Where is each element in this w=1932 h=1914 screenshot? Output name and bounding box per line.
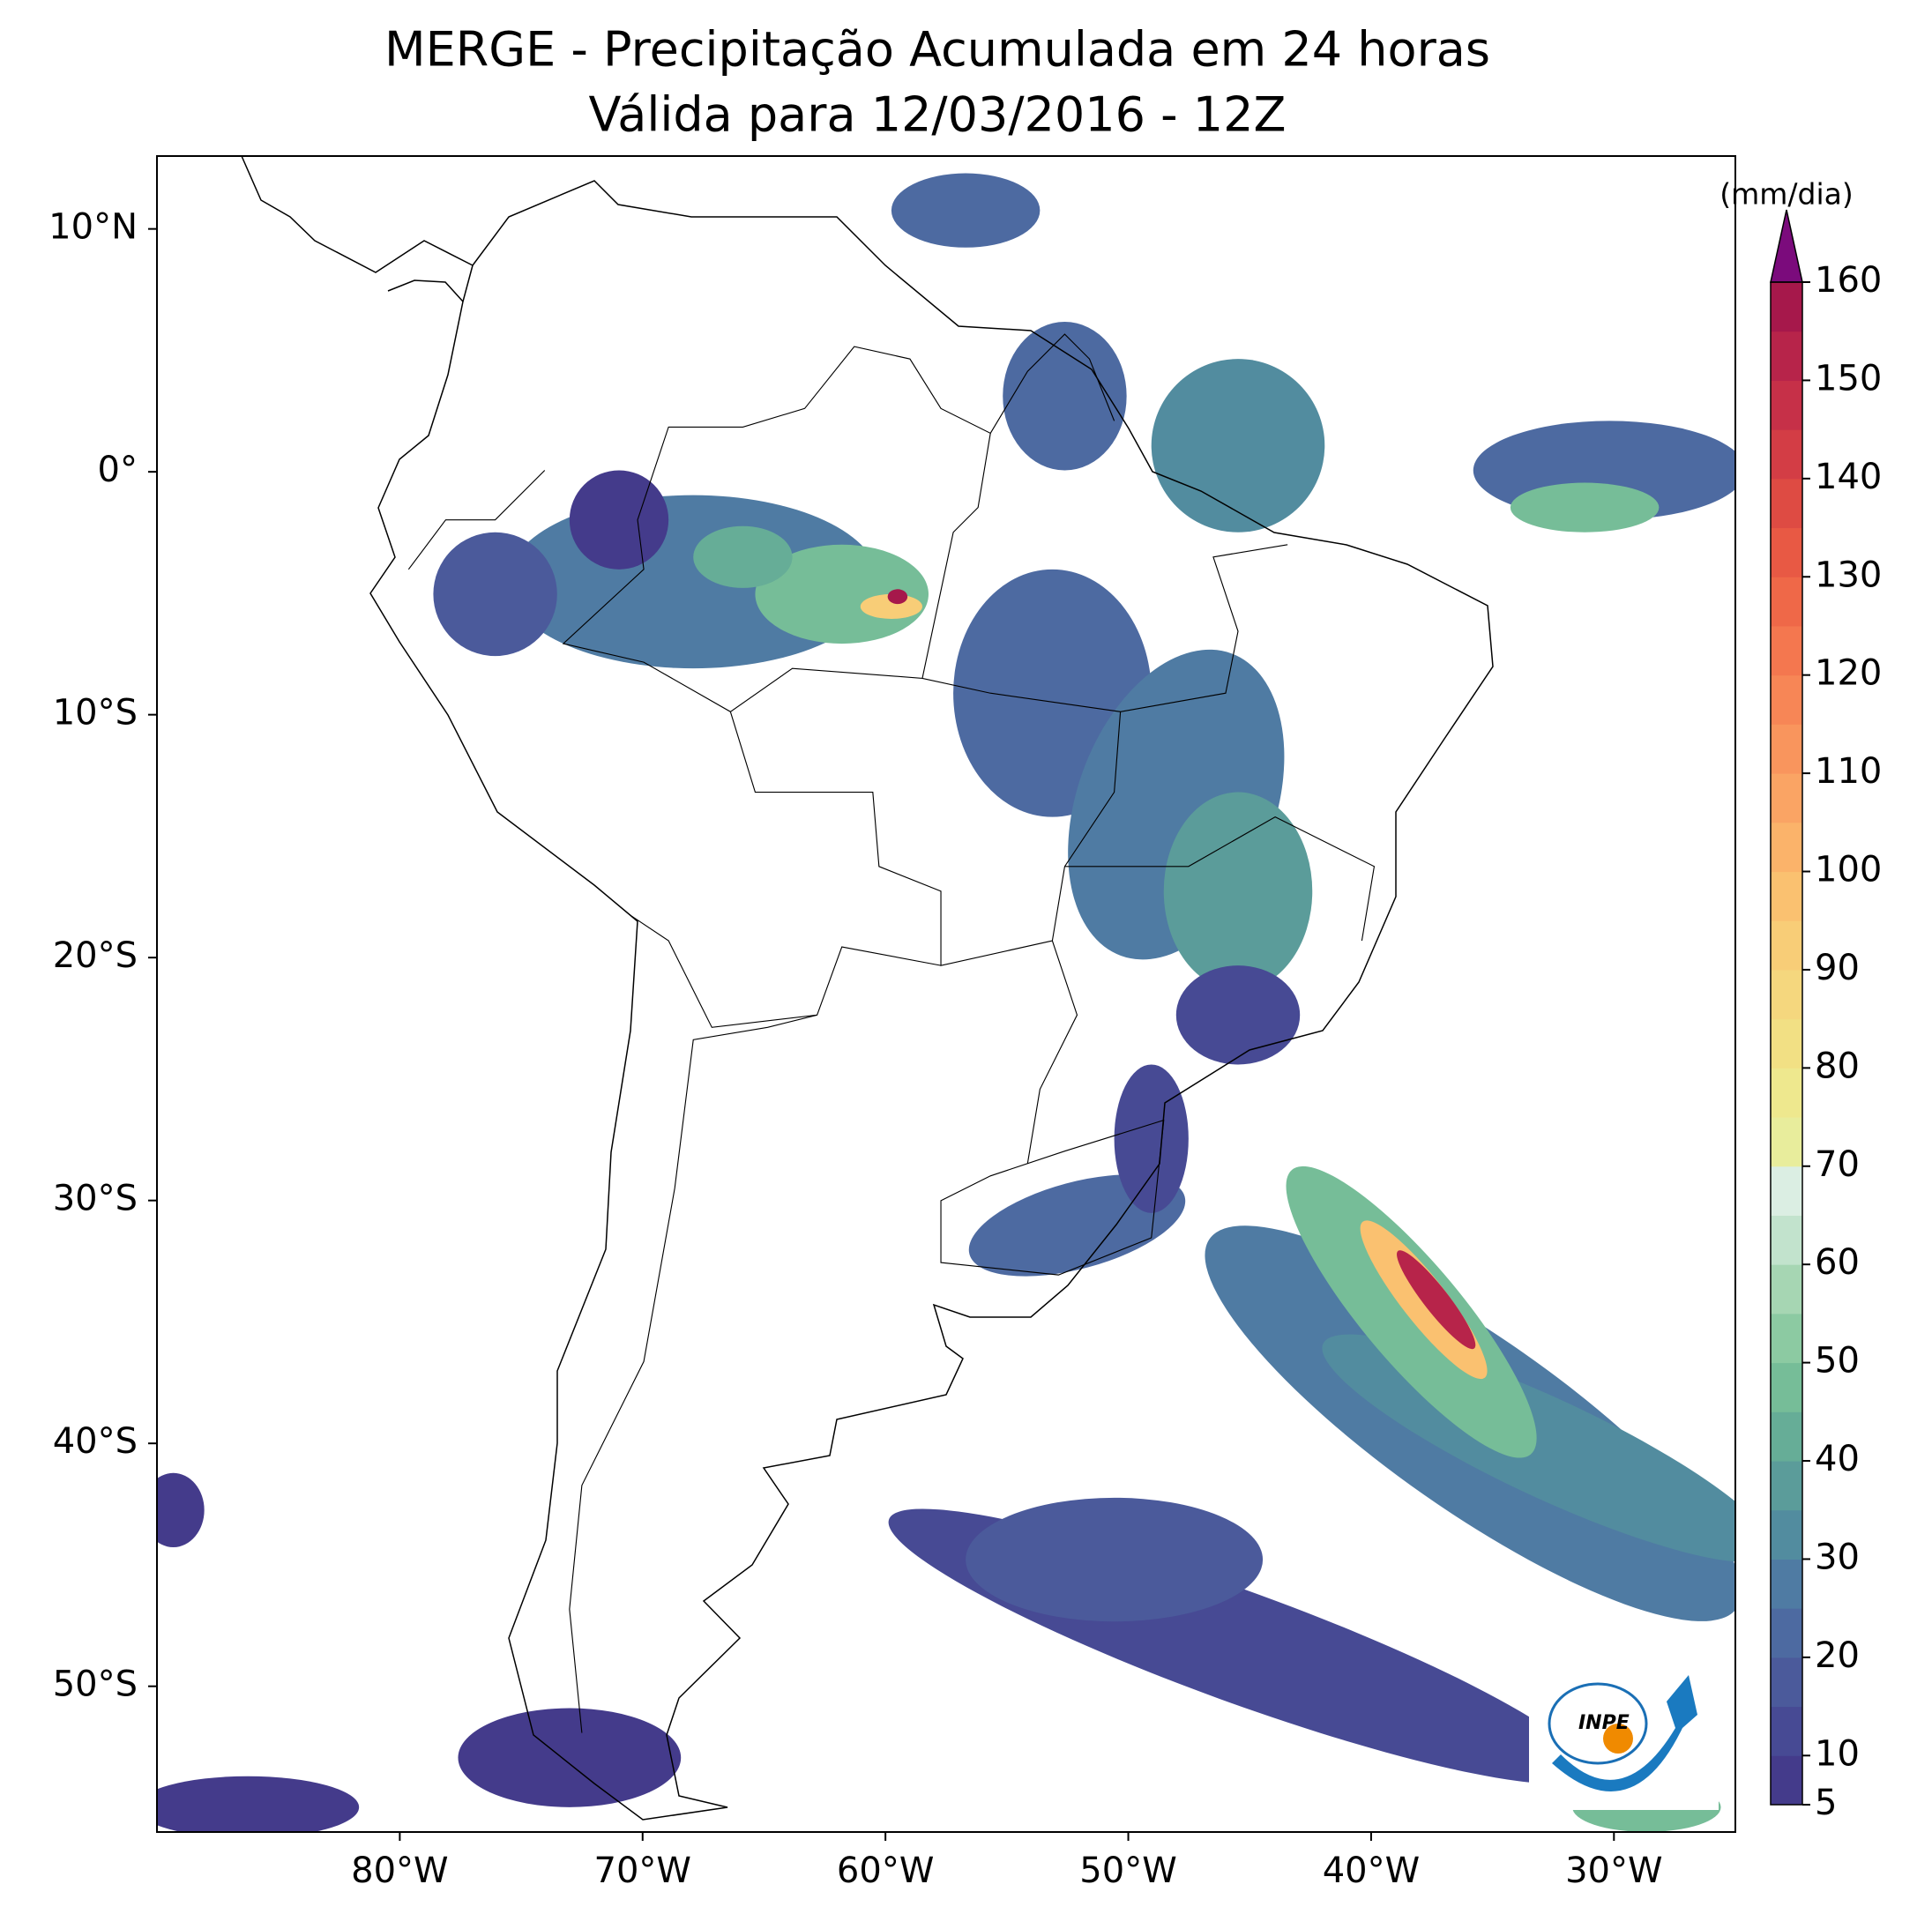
logo-text: INPE	[1578, 1712, 1630, 1734]
colorbar-band	[1771, 724, 1802, 774]
map-area	[157, 156, 1735, 1832]
colorbar: 5 10 20 30 40 50 60 70 80 90 100 110 120 130 140 150 160	[1770, 209, 1882, 1823]
colorbar-band	[1771, 920, 1802, 971]
colorbar-band	[1771, 1018, 1802, 1069]
colorbar-band	[1771, 1215, 1802, 1265]
y-tick-label: 10°N	[48, 207, 138, 248]
colorbar-tick-label: 30	[1815, 1537, 1860, 1577]
colorbar-band	[1771, 871, 1802, 921]
borders	[407, 333, 1376, 1733]
colorbar-band	[1771, 1608, 1802, 1658]
y-tick-label: 20°S	[53, 935, 138, 976]
colorbar-band	[1771, 1559, 1802, 1609]
colorbar-band	[1771, 1362, 1802, 1412]
colorbar-tick-label: 150	[1815, 358, 1882, 398]
colorbar-tick-label: 160	[1815, 260, 1882, 301]
title: MERGE - Precipitação Acumulada em 24 hor…	[384, 22, 1490, 78]
x-tick-label: 60°W	[837, 1851, 934, 1891]
x-tick-label: 70°W	[594, 1851, 691, 1891]
colorbar-band	[1771, 674, 1802, 725]
colorbar-band	[1771, 773, 1802, 823]
colorbar-band	[1771, 1509, 1802, 1560]
colorbar-tick-label: 5	[1815, 1783, 1837, 1823]
colorbar-tick-label: 40	[1815, 1439, 1860, 1479]
colorbar-band	[1771, 282, 1802, 332]
colorbar-band	[1771, 1461, 1802, 1511]
colorbar-extend	[1770, 209, 1803, 283]
y-tick-label: 40°S	[53, 1421, 138, 1462]
colorbar-band	[1771, 625, 1802, 676]
colorbar-band	[1771, 577, 1802, 627]
colorbar-label: (mm/dia)	[1719, 177, 1854, 212]
colorbar-band	[1771, 822, 1802, 873]
colorbar-tick-label: 20	[1815, 1635, 1860, 1676]
colorbar-band	[1771, 331, 1802, 381]
map-frame	[156, 155, 1736, 1833]
y-tick-label: 10°S	[53, 693, 138, 734]
colorbar-band	[1771, 1313, 1802, 1364]
colorbar-tick-label: 90	[1815, 948, 1860, 988]
colorbar-band	[1771, 1264, 1802, 1314]
colorbar-tick-label: 10	[1815, 1733, 1860, 1774]
colorbar-tick-label: 60	[1815, 1242, 1860, 1283]
colorbar-band	[1771, 1657, 1802, 1708]
colorbar-band	[1771, 969, 1802, 1020]
colorbar-band	[1771, 1117, 1802, 1167]
colorbar-band	[1771, 380, 1802, 430]
colorbar-tick-label: 50	[1815, 1341, 1860, 1382]
x-tick-label: 80°W	[351, 1851, 448, 1891]
x-tick-label: 40°W	[1323, 1851, 1420, 1891]
colorbar-tick-label: 130	[1815, 555, 1882, 595]
colorbar-band	[1771, 1166, 1802, 1216]
colorbar-tick-label: 110	[1815, 751, 1882, 792]
y-tick-label: 30°S	[53, 1179, 138, 1219]
precipitation	[157, 173, 1735, 1832]
colorbar-frame	[1770, 281, 1803, 1806]
x-tick-label: 50°W	[1079, 1851, 1176, 1891]
colorbar-band	[1771, 1068, 1802, 1118]
colorbar-tick-label: 70	[1815, 1144, 1860, 1185]
coastlines	[241, 156, 1494, 1821]
colorbar-tick-label: 100	[1815, 850, 1882, 890]
colorbar-tick-label: 80	[1815, 1046, 1860, 1086]
colorbar-band	[1771, 429, 1802, 480]
colorbar-band	[1771, 1755, 1802, 1806]
x-tick-label: 30°W	[1565, 1851, 1662, 1891]
colorbar-band	[1771, 527, 1802, 577]
logo: INPE	[1548, 1675, 1697, 1791]
colorbar-band	[1771, 478, 1802, 529]
colorbar-tick-label: 120	[1815, 653, 1882, 694]
y-tick-label: 50°S	[53, 1665, 138, 1705]
colorbar-band	[1771, 1411, 1802, 1462]
subtitle: Válida para 12/03/2016 - 12Z	[589, 87, 1287, 143]
y-tick-label: 0°	[98, 450, 138, 490]
colorbar-band	[1771, 1706, 1802, 1756]
colorbar-tick-label: 140	[1815, 457, 1882, 497]
